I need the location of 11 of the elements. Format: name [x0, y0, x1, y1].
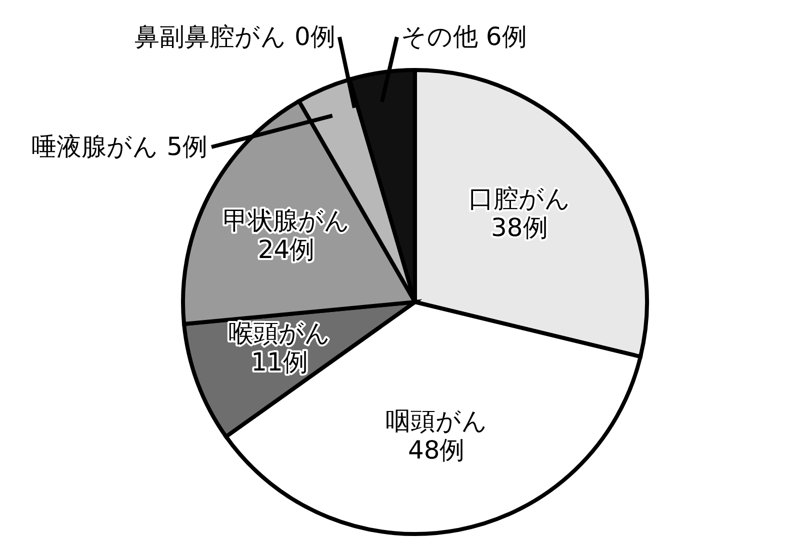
data-label: 11例: [251, 348, 308, 377]
slice-label: 喉頭がん: [228, 318, 331, 348]
data-label: 38例: [491, 212, 548, 242]
category-label: 鼻副鼻腔がん 0例: [134, 22, 336, 51]
slice-label: 甲状腺がん: [222, 206, 350, 236]
slice-label: 咽頭がん: [385, 406, 488, 436]
data-label: 24例: [258, 235, 315, 264]
data-label: 48例: [408, 436, 465, 465]
slice-label: その他 6例: [400, 22, 527, 51]
slice-label: 唾液腺がん 5例: [32, 132, 208, 161]
slice-label: 口腔がん: [468, 184, 570, 213]
